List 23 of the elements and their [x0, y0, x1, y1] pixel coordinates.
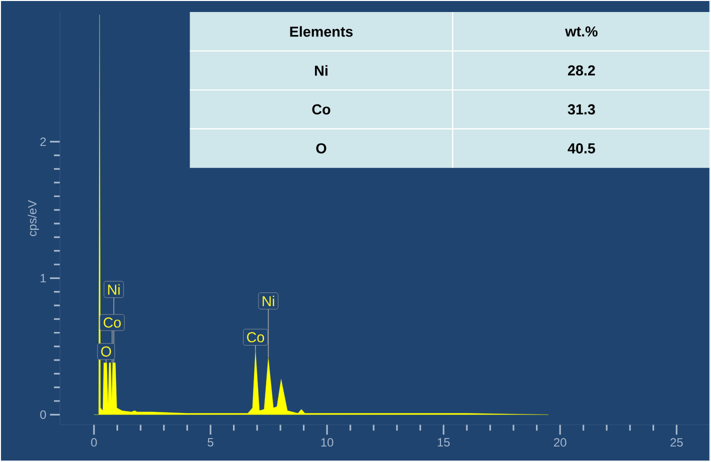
annotation: Ni [108, 284, 120, 295]
x-tick-label: 0 [91, 438, 97, 447]
y-tick-label: 1 [40, 274, 46, 282]
x-tick-label: 25 [670, 438, 683, 447]
annotation: 40.5 [568, 143, 596, 154]
annotation: wt.% [565, 26, 598, 37]
x-tick-label: 10 [321, 438, 334, 447]
annotation: 31.3 [568, 104, 595, 115]
annotation: O [101, 346, 112, 357]
annotation: Co [247, 332, 264, 343]
annotation: Ni [262, 296, 274, 306]
annotation: Elements [290, 26, 353, 37]
annotation: Co [312, 104, 330, 115]
x-tick-label: 15 [438, 438, 450, 447]
y-tick-label: 0 [40, 410, 46, 420]
x-tick-label: 5 [208, 438, 214, 447]
annotation: Ni [314, 65, 328, 76]
y-tick-label: 2 [40, 138, 46, 146]
x-tick-label: 20 [554, 438, 566, 447]
y-axis-title: cps/eV [28, 200, 39, 236]
annotation: 28.2 [568, 66, 595, 76]
annotation: Co [104, 318, 121, 328]
annotation: O [316, 143, 326, 154]
